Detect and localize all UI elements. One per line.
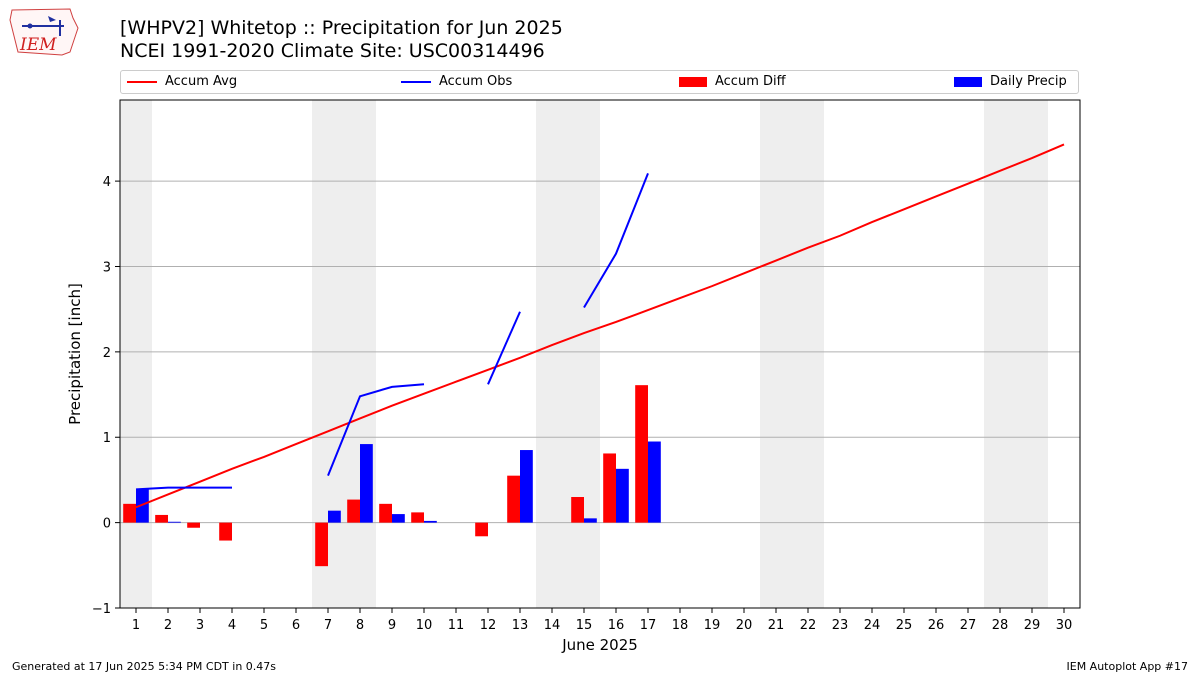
- accum-diff-bar-day-12: [475, 522, 488, 537]
- weekend-band-2: [536, 100, 600, 608]
- x-tick-label-14: 14: [544, 618, 561, 633]
- weekend-band-3: [760, 100, 824, 608]
- footer-app: IEM Autoplot App #17: [1066, 660, 1189, 673]
- daily-precip-bar-day-1: [136, 489, 149, 523]
- legend-swatch-accum-avg: [127, 80, 157, 83]
- accum-diff-bar-day-8: [347, 499, 360, 523]
- accum-diff-bar-day-16: [603, 453, 616, 523]
- daily-precip-bar-day-8: [360, 444, 373, 523]
- daily-precip-bar-day-16: [616, 468, 629, 523]
- y-tick-label-1: 1: [103, 431, 111, 446]
- x-tick-label-9: 9: [388, 618, 396, 633]
- x-tick-label-15: 15: [576, 618, 593, 633]
- x-tick-label-17: 17: [640, 618, 657, 633]
- x-tick-label-7: 7: [324, 618, 332, 633]
- iem-logo: IEM: [9, 8, 79, 56]
- legend-item-accum-avg: Accum Avg: [127, 74, 237, 89]
- x-tick-label-5: 5: [260, 618, 268, 633]
- x-tick-label-29: 29: [1024, 618, 1041, 633]
- weekend-band-0: [120, 100, 152, 608]
- accum-diff-bar-day-13: [507, 475, 520, 523]
- weekend-band-4: [984, 100, 1048, 608]
- y-axis: −1 0 1 2 3 4: [92, 175, 120, 617]
- accum-avg-line: [135, 143, 1065, 509]
- legend-swatch-accum-obs: [401, 80, 431, 83]
- y-tick-label-2: 2: [103, 346, 111, 361]
- legend-item-accum-obs: Accum Obs: [401, 74, 512, 89]
- accum-obs-line-segment-0: [135, 486, 232, 491]
- x-tick-label-18: 18: [672, 618, 689, 633]
- x-tick-label-13: 13: [512, 618, 529, 633]
- accum-obs-line-segment-3: [583, 173, 649, 308]
- x-tick-label-27: 27: [960, 618, 977, 633]
- daily-precip-bar-day-7: [328, 510, 341, 523]
- bars: [123, 385, 661, 567]
- daily-precip-bar-day-9: [392, 514, 405, 523]
- accum-diff-bar-day-1: [123, 503, 136, 523]
- x-tick-label-23: 23: [832, 618, 849, 633]
- x-tick-label-30: 30: [1056, 618, 1073, 633]
- x-tick-label-6: 6: [292, 618, 300, 633]
- daily-precip-bar-day-13: [520, 450, 533, 523]
- chart-title: [WHPV2] Whitetop :: Precipitation for Ju…: [120, 17, 563, 39]
- y-tick-label-3: 3: [103, 260, 111, 275]
- x-tick-label-1: 1: [132, 618, 140, 633]
- x-tick-label-26: 26: [928, 618, 945, 633]
- x-tick-label-16: 16: [608, 618, 625, 633]
- accum-diff-bar-day-9: [379, 503, 392, 523]
- accum-diff-bar-day-10: [411, 512, 424, 523]
- logo-text: IEM: [19, 35, 57, 55]
- legend-swatch-accum-diff: [679, 76, 707, 87]
- accum-diff-bar-day-15: [571, 497, 584, 523]
- footer-generated: Generated at 17 Jun 2025 5:34 PM CDT in …: [12, 660, 277, 673]
- legend-label-accum-diff: Accum Diff: [715, 74, 786, 89]
- chart-subtitle: NCEI 1991-2020 Climate Site: USC00314496: [120, 40, 545, 62]
- legend-label-accum-avg: Accum Avg: [165, 74, 238, 89]
- legend-label-accum-obs: Accum Obs: [439, 74, 513, 89]
- legend-label-daily-precip: Daily Precip: [990, 74, 1067, 89]
- x-tick-label-3: 3: [196, 618, 204, 633]
- lines: [135, 143, 1065, 509]
- x-tick-label-2: 2: [164, 618, 172, 633]
- legend-swatch-daily-precip: [954, 76, 982, 87]
- legend-item-daily-precip: Daily Precip: [954, 74, 1067, 89]
- y-tick-label-0: 0: [103, 517, 111, 532]
- accum-obs-line-segment-2: [487, 311, 521, 385]
- x-tick-label-28: 28: [992, 618, 1009, 633]
- x-tick-label-11: 11: [448, 618, 465, 633]
- legend: Accum Avg Accum Obs Accum Diff Daily Pre…: [120, 70, 1079, 94]
- daily-precip-bar-day-10: [424, 520, 437, 523]
- y-axis-label: Precipitation [inch]: [66, 283, 84, 425]
- accum-obs-line-segment-1: [327, 383, 425, 477]
- plot-frame: [119, 99, 1081, 609]
- accum-diff-bar-day-2: [155, 514, 168, 523]
- x-tick-label-21: 21: [768, 618, 785, 633]
- x-tick-label-22: 22: [800, 618, 817, 633]
- x-tick-label-8: 8: [356, 618, 364, 633]
- x-tick-label-10: 10: [416, 618, 433, 633]
- accum-diff-bar-day-17: [635, 385, 648, 523]
- daily-precip-bar-day-15: [584, 518, 597, 523]
- x-tick-label-19: 19: [704, 618, 721, 633]
- x-axis-label: June 2025: [561, 636, 638, 654]
- y-tick-label-4: 4: [103, 175, 111, 190]
- legend-item-accum-diff: Accum Diff: [679, 74, 786, 89]
- accum-diff-bar-day-4: [219, 522, 232, 541]
- x-tick-label-20: 20: [736, 618, 753, 633]
- daily-precip-bar-day-17: [648, 441, 661, 523]
- y-tick-label--1: −1: [92, 602, 111, 617]
- weekend-bands: [120, 100, 1048, 608]
- x-axis: 1 2 3 4 5 6 7 8 9 10 11 12 13 14 15 16 17 18 19 20 21 22 23 24 2…: [132, 608, 1072, 633]
- x-tick-label-24: 24: [864, 618, 881, 633]
- accum-diff-bar-day-7: [315, 522, 328, 567]
- x-tick-label-25: 25: [896, 618, 913, 633]
- x-tick-label-4: 4: [228, 618, 236, 633]
- x-tick-label-12: 12: [480, 618, 497, 633]
- accum-diff-bar-day-3: [187, 522, 200, 528]
- daily-precip-bar-day-2: [168, 521, 181, 523]
